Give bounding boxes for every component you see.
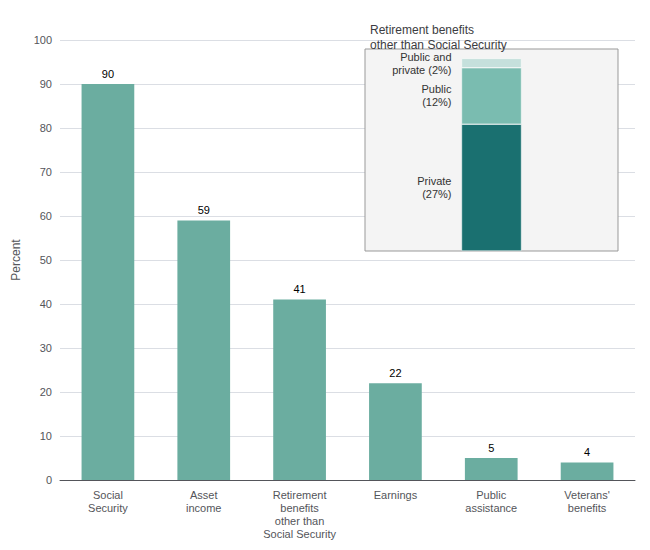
svg-text:Public: Public [476, 489, 506, 501]
svg-text:Retirement: Retirement [273, 489, 327, 501]
svg-text:Veterans': Veterans' [564, 489, 610, 501]
svg-text:Public and: Public and [400, 51, 451, 63]
svg-text:20: 20 [40, 386, 52, 398]
svg-text:Social Security: Social Security [263, 528, 336, 540]
svg-text:50: 50 [40, 254, 52, 266]
svg-text:60: 60 [40, 210, 52, 222]
svg-text:90: 90 [40, 78, 52, 90]
svg-text:private (2%): private (2%) [392, 64, 451, 76]
svg-text:90: 90 [102, 68, 114, 80]
svg-text:Social: Social [93, 489, 123, 501]
svg-text:10: 10 [40, 430, 52, 442]
svg-text:80: 80 [40, 122, 52, 134]
svg-text:income: income [186, 502, 221, 514]
svg-text:Percent: Percent [9, 239, 23, 281]
svg-text:benefits: benefits [280, 502, 319, 514]
svg-text:30: 30 [40, 342, 52, 354]
svg-text:4: 4 [584, 446, 590, 458]
svg-text:benefits: benefits [568, 502, 607, 514]
svg-text:5: 5 [488, 442, 494, 454]
svg-text:other than: other than [275, 515, 325, 527]
svg-text:Asset: Asset [190, 489, 218, 501]
svg-text:assistance: assistance [465, 502, 517, 514]
svg-text:(12%): (12%) [422, 96, 451, 108]
svg-text:22: 22 [389, 367, 401, 379]
svg-text:other than Social Security: other than Social Security [370, 38, 507, 52]
svg-text:Security: Security [88, 502, 128, 514]
svg-text:100: 100 [34, 34, 52, 46]
svg-text:40: 40 [40, 298, 52, 310]
svg-text:(27%): (27%) [422, 188, 451, 200]
svg-text:0: 0 [46, 474, 52, 486]
svg-text:Earnings: Earnings [374, 489, 418, 501]
svg-text:Retirement benefits: Retirement benefits [370, 23, 474, 37]
svg-text:59: 59 [198, 204, 210, 216]
svg-text:Private: Private [417, 175, 451, 187]
svg-text:70: 70 [40, 166, 52, 178]
svg-text:Public: Public [422, 83, 452, 95]
svg-text:41: 41 [293, 283, 305, 295]
